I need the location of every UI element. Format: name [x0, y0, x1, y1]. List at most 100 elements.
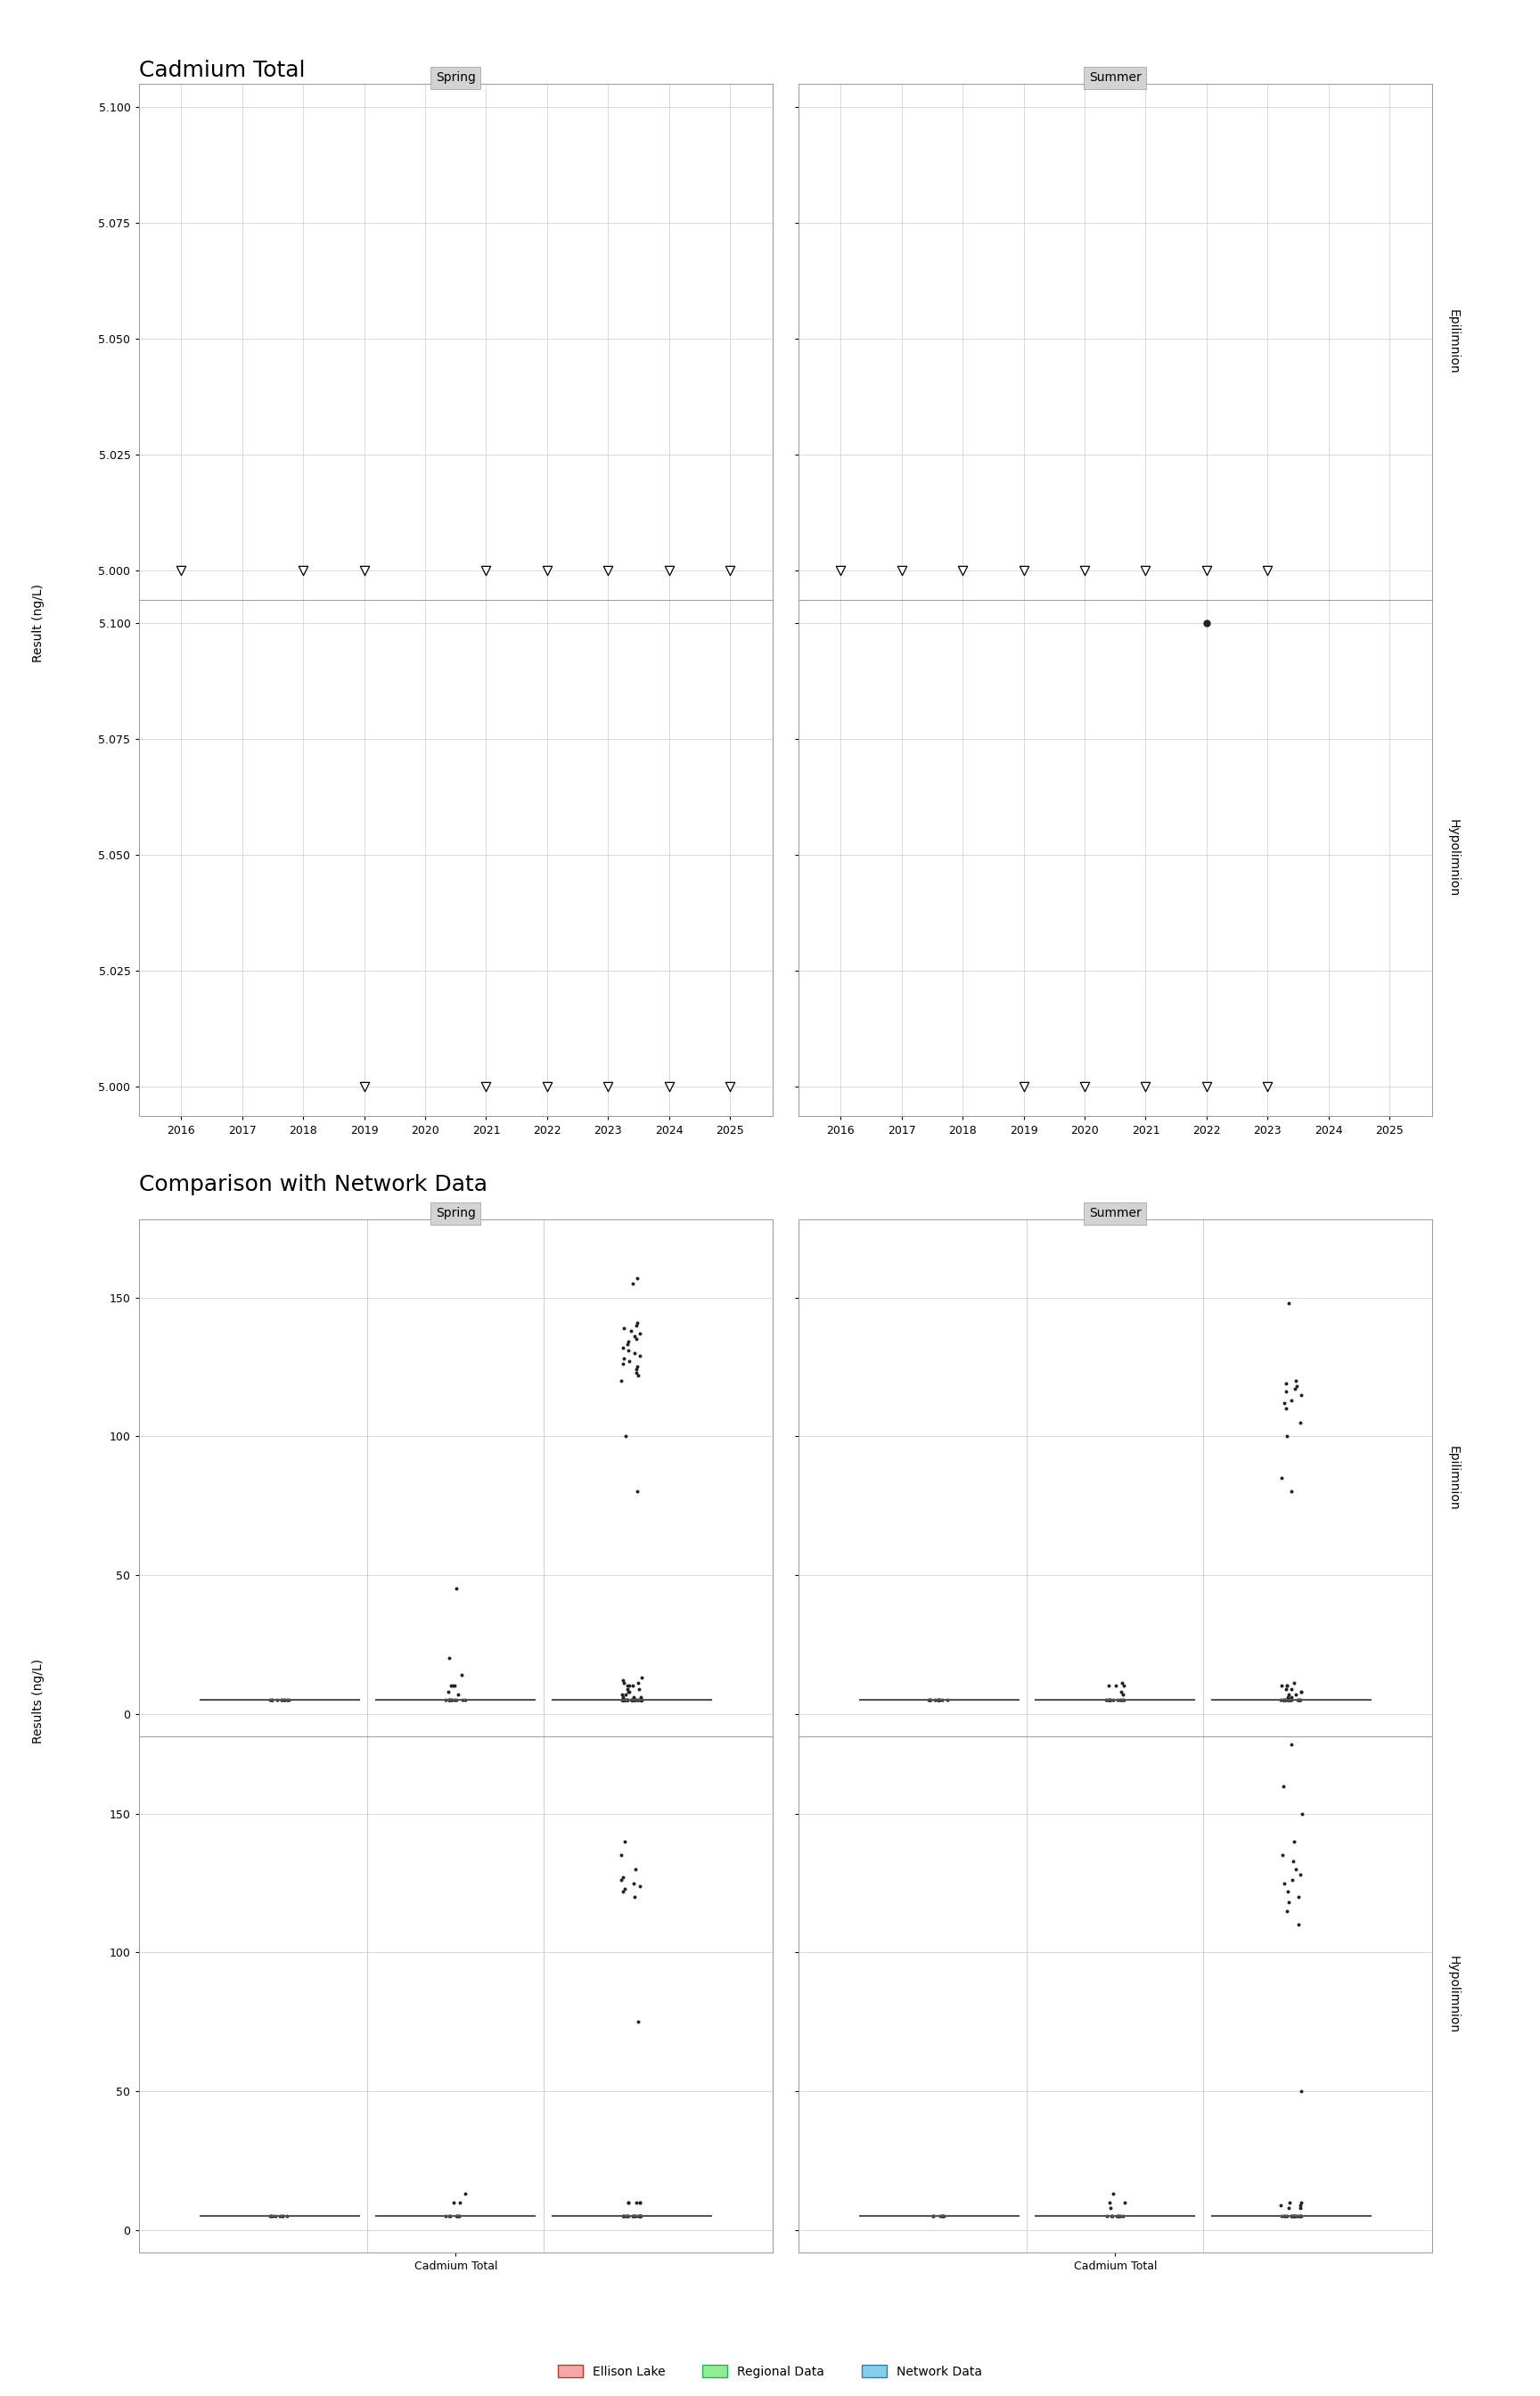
Point [1278, 2183, 1303, 2221]
Point [611, 2197, 636, 2235]
Point [260, 1680, 285, 1718]
Point [1100, 2197, 1124, 2235]
Point [621, 1680, 645, 1718]
Point [622, 2197, 647, 2235]
Point [614, 2197, 639, 2235]
Point [610, 1680, 634, 1718]
Point [271, 1680, 296, 1718]
Point [436, 1672, 460, 1711]
Point [1289, 1795, 1314, 1833]
Point [1270, 1680, 1295, 1718]
Point [611, 1680, 636, 1718]
Point [1270, 1680, 1295, 1718]
Point [1101, 2176, 1126, 2214]
Point [270, 1680, 294, 1718]
Point [474, 1066, 499, 1105]
Point [1272, 2197, 1297, 2235]
Point [614, 2197, 639, 2235]
Point [1289, 2197, 1314, 2235]
Point [1274, 1363, 1298, 1402]
Point [1280, 1843, 1304, 1881]
Point [625, 1474, 650, 1512]
Point [433, 1680, 457, 1718]
Point [622, 1677, 647, 1716]
Point [926, 1680, 950, 1718]
Text: Cadmium Total: Cadmium Total [139, 60, 305, 81]
Point [1278, 1670, 1303, 1708]
Point [630, 1658, 654, 1696]
Point [1269, 1459, 1294, 1498]
Point [1275, 1668, 1300, 1706]
Point [1274, 1680, 1298, 1718]
Point [1109, 2197, 1133, 2235]
Point [630, 1680, 654, 1718]
Point [437, 1680, 462, 1718]
Point [1275, 1668, 1300, 1706]
Point [611, 2197, 636, 2235]
Point [268, 2197, 293, 2235]
Point [613, 1416, 638, 1454]
Point [450, 1656, 474, 1694]
Point [1270, 1835, 1295, 1874]
Point [1289, 1672, 1314, 1711]
Point [628, 2183, 653, 2221]
Point [932, 2197, 956, 2235]
Point [1283, 1675, 1307, 1713]
Point [1098, 1680, 1123, 1718]
Point [1093, 1680, 1118, 1718]
Point [1275, 1871, 1300, 1910]
Point [437, 1680, 462, 1718]
Point [1112, 1680, 1137, 1718]
Point [1277, 1680, 1301, 1718]
Point [1289, 2183, 1314, 2221]
Point [439, 1668, 464, 1706]
Point [1274, 1416, 1298, 1454]
Point [616, 1342, 641, 1380]
Point [1110, 2197, 1135, 2235]
Point [1275, 1677, 1300, 1716]
Point [613, 1823, 638, 1862]
Point [257, 1680, 282, 1718]
Point [628, 2197, 653, 2235]
Point [921, 2197, 946, 2235]
Point [625, 1303, 650, 1342]
Point [616, 1680, 641, 1718]
Point [442, 1668, 467, 1706]
Point [829, 551, 853, 589]
Point [614, 1668, 639, 1706]
Point [624, 1306, 648, 1344]
Point [608, 1361, 633, 1399]
Point [1275, 1680, 1300, 1718]
Point [622, 1318, 647, 1356]
Point [618, 1680, 642, 1718]
Point [611, 1871, 636, 1910]
Point [1284, 1368, 1309, 1406]
Point [1289, 1375, 1314, 1414]
Point [624, 1354, 648, 1392]
Point [445, 1675, 470, 1713]
Point [276, 1680, 300, 1718]
Point [916, 1680, 941, 1718]
Point [291, 551, 316, 589]
Point [624, 2183, 648, 2221]
Point [611, 1339, 636, 1378]
Point [1283, 1371, 1307, 1409]
Title: Spring: Spring [436, 1208, 476, 1220]
Point [1106, 1680, 1130, 1718]
Point [270, 2197, 294, 2235]
Point [616, 1323, 641, 1361]
Point [718, 1066, 742, 1105]
Point [625, 1680, 650, 1718]
Point [611, 1680, 636, 1718]
Point [169, 551, 194, 589]
Point [1289, 1680, 1314, 1718]
Point [437, 1639, 462, 1677]
Point [618, 1672, 642, 1711]
Point [1113, 2183, 1138, 2221]
Point [260, 1680, 285, 1718]
Point [1098, 1680, 1123, 1718]
Point [1112, 1668, 1137, 1706]
Title: Spring: Spring [436, 72, 476, 84]
Point [935, 1680, 959, 1718]
Point [616, 1680, 641, 1718]
